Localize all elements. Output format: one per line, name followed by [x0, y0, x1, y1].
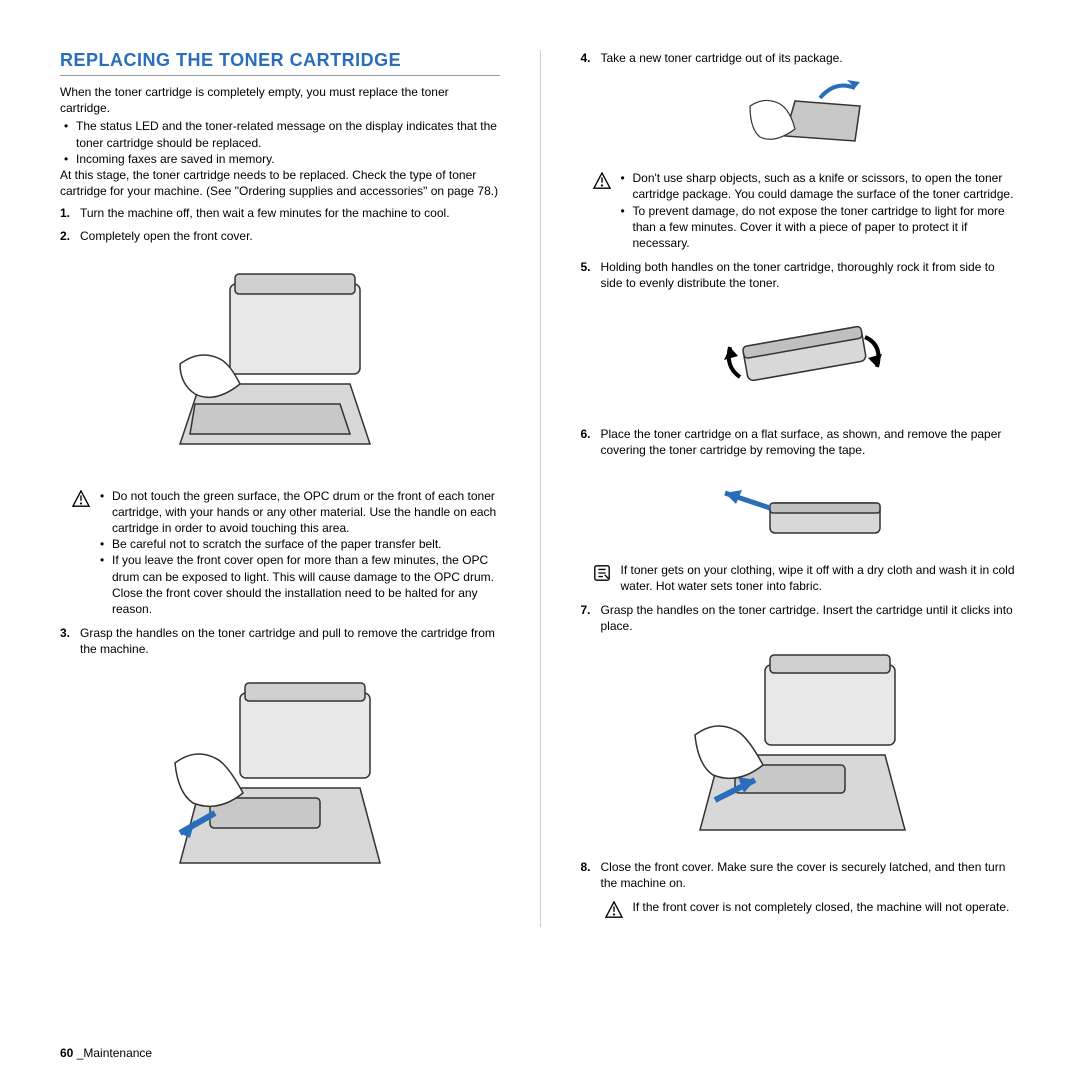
caution-item: Be careful not to scratch the surface of…	[112, 536, 500, 552]
step-4: Take a new toner cartridge out of its pa…	[601, 50, 1021, 66]
illustration-remove-cartridge	[140, 668, 420, 888]
illustration-open-cover	[140, 254, 420, 474]
intro-text: When the toner cartridge is completely e…	[60, 84, 500, 116]
caution-item: To prevent damage, do not expose the ton…	[633, 203, 1021, 252]
step-7: Grasp the handles on the toner cartridge…	[601, 602, 1021, 634]
intro-bullet: Incoming faxes are saved in memory.	[76, 151, 500, 167]
caution-icon	[593, 172, 611, 190]
intro-bullet: The status LED and the toner-related mes…	[76, 118, 500, 150]
caution-note-1: Do not touch the green surface, the OPC …	[72, 488, 500, 618]
note-icon	[593, 564, 611, 582]
step-1: Turn the machine off, then wait a few mi…	[80, 205, 500, 221]
illustration-unpack	[700, 76, 900, 156]
caution-item: Do not touch the green surface, the OPC …	[112, 488, 500, 537]
left-column: REPLACING THE TONER CARTRIDGE When the t…	[60, 50, 500, 927]
illustration-remove-tape	[700, 468, 900, 548]
info-text: If toner gets on your clothing, wipe it …	[621, 562, 1021, 594]
intro-text-2: At this stage, the toner cartridge needs…	[60, 167, 500, 199]
caution-icon	[605, 901, 623, 919]
footer-section: _Maintenance	[77, 1046, 152, 1060]
caution-note-2: Don't use sharp objects, such as a knife…	[593, 170, 1021, 251]
section-heading: REPLACING THE TONER CARTRIDGE	[60, 50, 500, 76]
illustration-insert-cartridge	[660, 645, 940, 845]
step-3: Grasp the handles on the toner cartridge…	[80, 625, 500, 657]
right-column: Take a new toner cartridge out of its pa…	[581, 50, 1021, 927]
caution-item: Don't use sharp objects, such as a knife…	[633, 170, 1021, 202]
caution-icon	[72, 490, 90, 508]
caution-list: Do not touch the green surface, the OPC …	[100, 488, 500, 618]
caution-list: Don't use sharp objects, such as a knife…	[621, 170, 1021, 251]
step-6: Place the toner cartridge on a flat surf…	[601, 426, 1021, 458]
page-footer: 60 _Maintenance	[60, 1046, 152, 1060]
illustration-rock-cartridge	[690, 302, 910, 412]
info-note: If toner gets on your clothing, wipe it …	[593, 562, 1021, 594]
step-8: Close the front cover. Make sure the cov…	[601, 859, 1021, 891]
caution-text: If the front cover is not completely clo…	[633, 899, 1010, 919]
step-5: Holding both handles on the toner cartri…	[601, 259, 1021, 291]
caution-item: If you leave the front cover open for mo…	[112, 552, 500, 617]
page-number: 60	[60, 1046, 73, 1060]
intro-block: When the toner cartridge is completely e…	[60, 84, 500, 199]
column-divider	[540, 50, 541, 927]
intro-bullets: The status LED and the toner-related mes…	[60, 118, 500, 167]
caution-note-3: If the front cover is not completely clo…	[605, 899, 1021, 919]
step-2: Completely open the front cover.	[80, 228, 500, 244]
